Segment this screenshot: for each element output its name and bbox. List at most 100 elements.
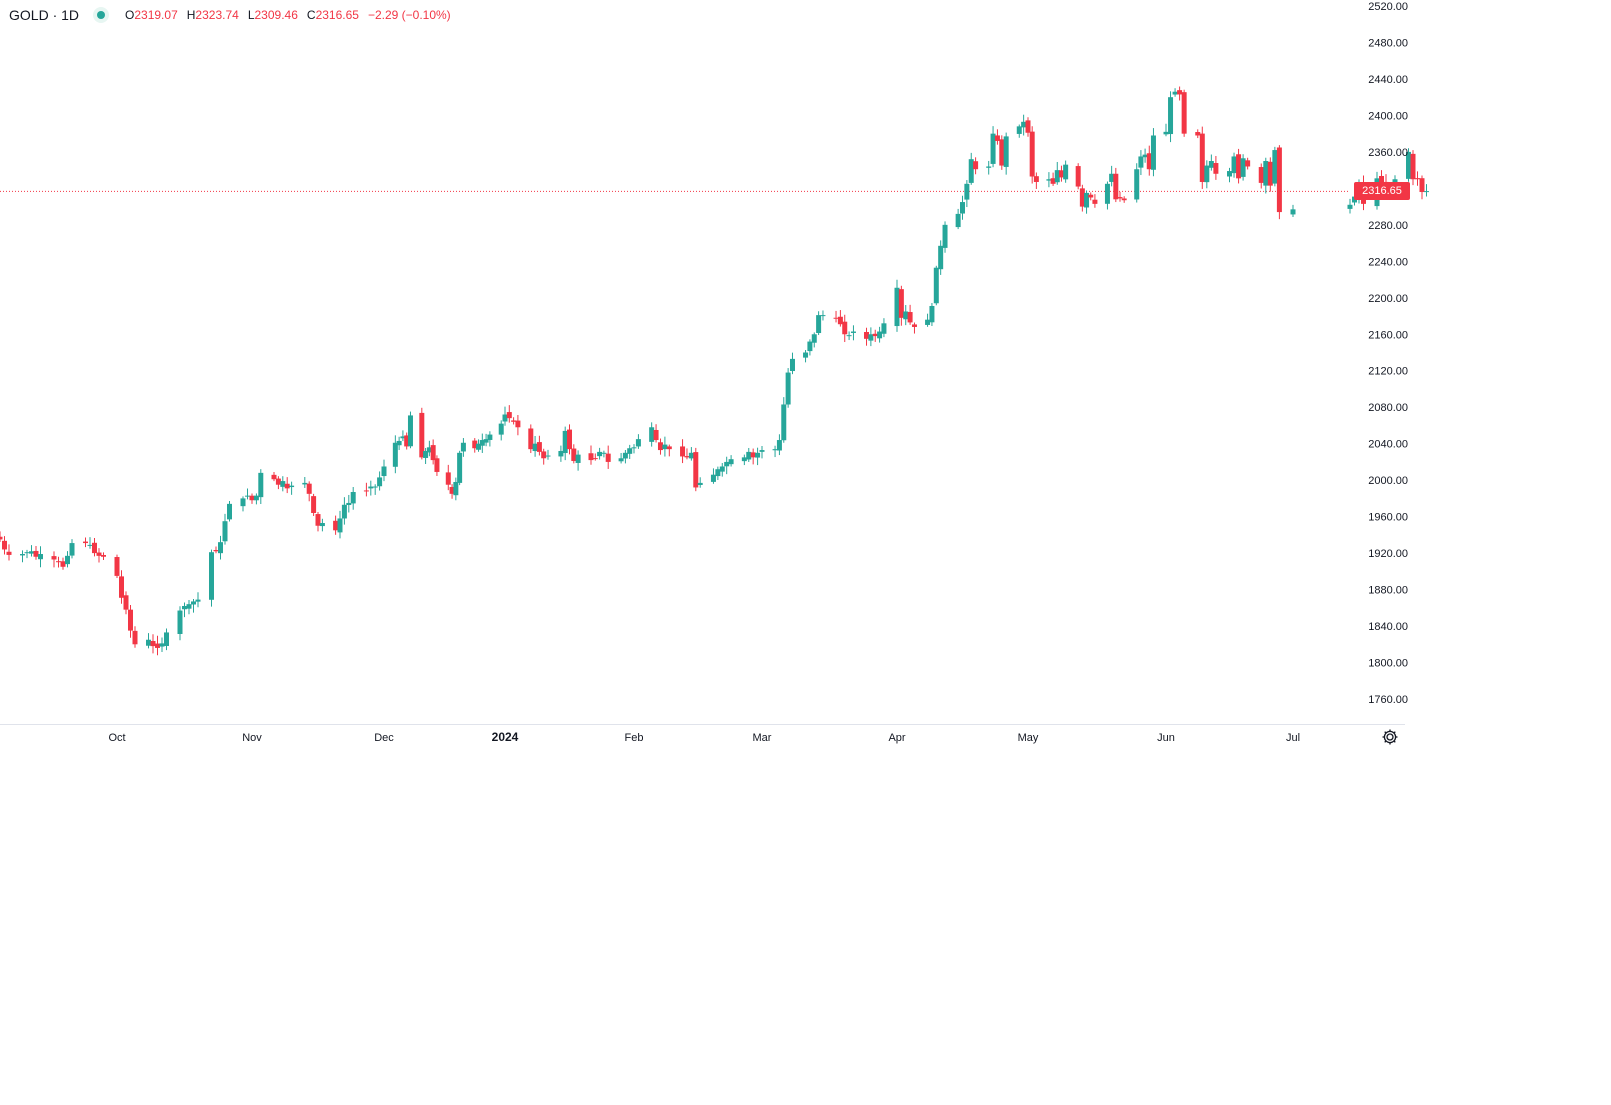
- gear-icon[interactable]: [1381, 728, 1399, 746]
- x-tick-label: Nov: [242, 732, 262, 744]
- candle-down: [128, 609, 133, 631]
- candle-up: [1150, 135, 1156, 170]
- candle-up: [258, 472, 264, 498]
- candle-down: [1236, 154, 1242, 179]
- candle-down: [419, 412, 425, 458]
- candle-down: [83, 541, 88, 544]
- legend-low: L2309.46: [247, 8, 298, 22]
- candle-down: [1050, 178, 1056, 184]
- symbol-name[interactable]: GOLD · 1D: [9, 7, 80, 23]
- candle-up: [990, 133, 996, 164]
- candle-up: [186, 604, 192, 609]
- candle-down: [249, 495, 255, 501]
- candle-down: [999, 139, 1005, 166]
- candle-up: [1104, 183, 1110, 204]
- x-tick-label: Feb: [625, 732, 644, 744]
- candle-up: [741, 457, 747, 462]
- candle-down: [213, 550, 219, 552]
- candle-up: [627, 448, 633, 454]
- candle-down: [132, 630, 138, 645]
- candle-up: [426, 447, 432, 453]
- candle-up: [453, 481, 459, 496]
- candle-up: [772, 449, 778, 451]
- candle-up: [881, 323, 887, 334]
- legend-close: C2316.65: [306, 8, 359, 22]
- candle-up: [1109, 173, 1115, 182]
- candle-up: [545, 455, 551, 457]
- candle-up: [1063, 164, 1069, 180]
- candle-down: [1177, 90, 1183, 95]
- y-tick-label: 2480.00: [1368, 37, 1408, 49]
- candle-up: [635, 439, 641, 447]
- candle-up: [396, 440, 402, 446]
- candle-up: [65, 555, 70, 565]
- candle-down: [363, 490, 369, 492]
- candle-up: [280, 481, 286, 487]
- candle-down: [60, 561, 66, 567]
- candle-up: [476, 443, 482, 450]
- candle-down: [275, 478, 281, 485]
- candle-up: [715, 469, 721, 477]
- candle-up: [222, 521, 228, 542]
- y-tick-label: 2400.00: [1368, 110, 1408, 122]
- candle-up: [929, 305, 935, 323]
- candle-up: [1168, 97, 1174, 135]
- y-tick-label: 2440.00: [1368, 74, 1408, 86]
- candle-up: [368, 486, 374, 489]
- candle-up: [24, 552, 30, 554]
- candle-up: [1046, 179, 1052, 181]
- candle-down: [1079, 188, 1085, 207]
- candle-down: [150, 640, 156, 647]
- candle-up: [724, 461, 730, 467]
- candle-down: [1245, 160, 1251, 167]
- candle-down: [404, 435, 410, 447]
- candle-up: [938, 245, 944, 270]
- candle-down: [155, 643, 160, 648]
- candle-up: [1208, 161, 1214, 168]
- candle-down: [6, 551, 12, 555]
- candle-down: [1195, 132, 1201, 136]
- candle-up: [146, 639, 151, 646]
- x-tick-label: Mar: [753, 732, 772, 744]
- candle-up: [159, 643, 165, 647]
- candle-down: [1088, 194, 1094, 198]
- candle-up: [1172, 91, 1178, 95]
- candle-down: [430, 445, 436, 461]
- candle-down: [592, 458, 598, 460]
- candle-up: [649, 427, 655, 442]
- time-axis[interactable]: Oct Nov Dec 2024 Feb Mar Apr May Jun Jul: [108, 730, 1300, 744]
- candle-up: [850, 331, 856, 333]
- y-tick-label: 1840.00: [1368, 621, 1408, 633]
- candle-down: [1419, 178, 1425, 193]
- y-tick-label: 2120.00: [1368, 366, 1408, 378]
- candle-down: [541, 451, 547, 459]
- candle-up: [69, 543, 75, 556]
- candle-up: [400, 436, 406, 439]
- y-tick-label: 2040.00: [1368, 439, 1408, 451]
- candle-up: [776, 440, 782, 451]
- x-tick-label: May: [1018, 732, 1039, 744]
- x-tick-label: 2024: [492, 730, 519, 744]
- candle-up: [289, 485, 295, 488]
- candle-down: [119, 576, 124, 598]
- candles-group: [0, 86, 1429, 656]
- candle-up: [377, 477, 383, 487]
- candle-up: [759, 450, 765, 452]
- candle-up: [811, 334, 817, 343]
- candle-down: [1092, 199, 1098, 204]
- candle-up: [423, 450, 429, 458]
- candle-up: [1003, 136, 1009, 167]
- candle-up: [558, 450, 564, 457]
- y-tick-label: 2360.00: [1368, 147, 1408, 159]
- candle-up: [407, 415, 413, 447]
- candle-up: [245, 495, 250, 497]
- candle-up: [1290, 209, 1296, 215]
- candle-up: [955, 213, 961, 228]
- price-axis[interactable]: 2520.002480.002440.002400.002360.002320.…: [1368, 1, 1408, 706]
- candle-up: [816, 315, 822, 334]
- candle-down: [1033, 176, 1039, 182]
- y-tick-label: 1960.00: [1368, 512, 1408, 524]
- candle-down: [1117, 197, 1123, 199]
